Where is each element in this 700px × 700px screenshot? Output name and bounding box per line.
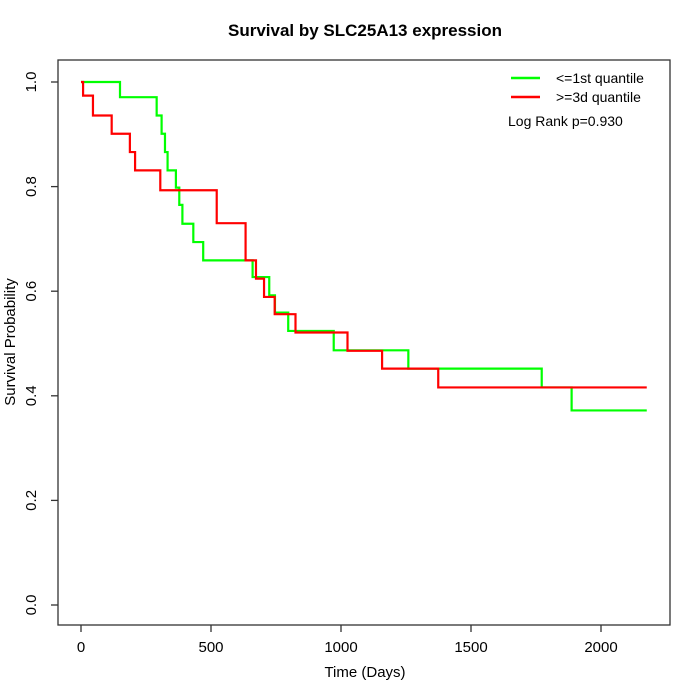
y-tick-label: 0.8 — [23, 176, 40, 197]
log-rank-pvalue: Log Rank p=0.930 — [508, 113, 623, 129]
x-tick-label: 500 — [198, 639, 223, 656]
y-axis-label: Survival Probability — [2, 278, 19, 406]
x-tick-label: 0 — [77, 639, 85, 656]
axes: 0 500 1000 1500 2000 0.0 0.2 0.4 0.6 0.8 1.0 — [23, 59, 671, 656]
survival-curve-red — [81, 80, 647, 389]
x-tick-label: 1500 — [454, 639, 487, 656]
legend: <=1st quantile >=3d quantile Log Rank p=… — [508, 70, 644, 129]
y-tick-label: 0.4 — [23, 385, 40, 406]
legend-label-first-quantile: <=1st quantile — [556, 70, 644, 86]
plot-box — [57, 59, 671, 626]
y-tick-label: 0.0 — [23, 595, 40, 616]
legend-label-third-quantile: >=3d quantile — [556, 89, 641, 105]
survival-curve-green — [81, 80, 647, 412]
x-axis-label: Time (Days) — [324, 664, 405, 681]
x-tick-label: 2000 — [584, 639, 617, 656]
survival-curves — [81, 80, 647, 412]
y-tick-label: 1.0 — [23, 72, 40, 93]
x-tick-label: 1000 — [324, 639, 357, 656]
y-tick-label: 0.6 — [23, 281, 40, 302]
y-tick-label: 0.2 — [23, 490, 40, 511]
chart-title: Survival by SLC25A13 expression — [228, 21, 502, 40]
